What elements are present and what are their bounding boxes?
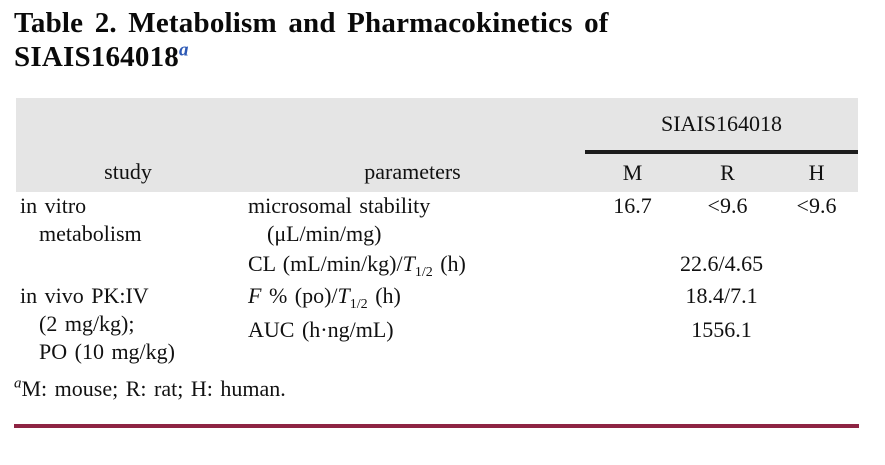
study-cell: in vivo PK:IV (2 mg/kg); PO (10 mg/kg): [16, 282, 240, 366]
parameter-cell: CL (mL/min/kg)/T1/2 (h): [240, 250, 585, 282]
column-header-r: R: [720, 160, 735, 185]
table-footnote: aM: mouse; R: rat; H: human.: [14, 375, 871, 403]
parameter-subscript: 1/2: [414, 265, 433, 280]
parameter-units: (h): [432, 251, 466, 276]
table-row-in-vitro-metabolism: in vitro metabolism microsomal stability…: [16, 192, 858, 250]
study-label: in vitro: [20, 193, 87, 218]
parameter-symbol-t: T: [337, 283, 350, 308]
column-header-study: study: [104, 159, 152, 184]
table-title: Table 2. Metabolism and Pharmacokinetics…: [14, 6, 871, 74]
parameter-cell: F % (po)/T1/2 (h): [240, 282, 585, 316]
study-label: PO (10 mg/kg): [39, 339, 175, 364]
table-title-line1: Table 2. Metabolism and Pharmacokinetics…: [14, 7, 609, 39]
empty-header-cell: [240, 98, 585, 152]
table-header: SIAIS164018 study parameters M R H: [16, 98, 859, 192]
parameter-label: % (po)/: [261, 283, 338, 308]
table-title-compound: SIAIS164018: [14, 41, 179, 73]
column-header-h: H: [808, 160, 825, 185]
parameter-units: (μL/min/mg): [267, 221, 382, 246]
value-human: <9.6: [796, 193, 837, 218]
group-header-label: SIAIS164018: [661, 111, 783, 136]
parameter-units: (h): [367, 283, 401, 308]
study-label: (2 mg/kg);: [39, 311, 135, 336]
group-header-cell: SIAIS164018: [585, 98, 859, 154]
parameter-label: CL (mL/min/kg)/: [248, 251, 403, 276]
parameter-cell: microsomal stability (μL/min/mg): [240, 192, 585, 250]
table-title-footnote-marker: a: [178, 39, 189, 61]
parameter-symbol-f: F: [248, 283, 262, 308]
study-cell-empty: [16, 250, 240, 282]
parameter-cell: AUC (h·ng/mL): [248, 317, 394, 343]
pharmacokinetics-table: SIAIS164018 study parameters M R H in vi…: [16, 98, 859, 366]
value-merged: 1556.1: [691, 317, 752, 343]
empty-header-cell: [16, 98, 240, 152]
study-label: metabolism: [39, 221, 142, 246]
value-merged: 18.4/7.1: [685, 283, 758, 308]
value-merged: 22.6/4.65: [679, 251, 764, 276]
parameter-subscript: 1/2: [349, 297, 368, 312]
value-mouse: 16.7: [613, 193, 652, 218]
table-row-bioavailability: in vivo PK:IV (2 mg/kg); PO (10 mg/kg) F…: [16, 282, 858, 364]
column-header-parameters: parameters: [364, 159, 461, 184]
study-cell: in vitro metabolism: [16, 192, 240, 250]
value-rat: <9.6: [707, 193, 748, 218]
table-bottom-rule: [14, 424, 859, 428]
footnote-text: M: mouse; R: rat; H: human.: [21, 376, 286, 401]
table-row-clearance: CL (mL/min/kg)/T1/2 (h) 22.6/4.65: [16, 250, 858, 282]
footnote-marker: a: [14, 375, 22, 392]
group-header-row: SIAIS164018: [16, 98, 859, 154]
paper-table-figure: Table 2. Metabolism and Pharmacokinetics…: [0, 6, 885, 465]
study-label: in vivo PK:IV: [20, 283, 149, 308]
column-header-m: M: [622, 160, 643, 185]
parameter-symbol-t: T: [402, 251, 415, 276]
parameter-label: microsomal stability: [248, 193, 431, 218]
column-header-row: study parameters M R H: [16, 152, 858, 192]
table-row-auc: AUC (h·ng/mL) 1556.1: [16, 316, 858, 366]
